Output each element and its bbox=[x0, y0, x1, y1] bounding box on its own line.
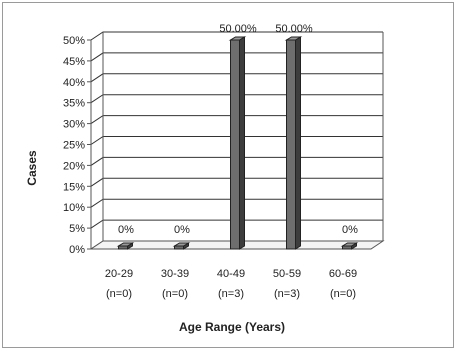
data-label: 0% bbox=[174, 224, 190, 236]
bar-front bbox=[286, 39, 296, 250]
bar-side bbox=[239, 36, 245, 250]
data-label: 0% bbox=[118, 224, 134, 236]
bar-side bbox=[295, 36, 301, 250]
bar-60-69 bbox=[340, 242, 359, 250]
y-tick-label: 45% bbox=[63, 56, 85, 68]
y-tick-label: 50% bbox=[63, 35, 85, 47]
data-label: 0% bbox=[342, 224, 358, 236]
bar-50-59 bbox=[284, 36, 303, 250]
y-tick-label: 30% bbox=[63, 119, 85, 131]
bar-top bbox=[172, 242, 191, 247]
y-tick-label: 40% bbox=[63, 77, 85, 89]
y-tick-label: 15% bbox=[63, 181, 85, 193]
x-category-label: 30-39 bbox=[161, 268, 189, 280]
x-category-count: (n=0) bbox=[162, 288, 188, 300]
data-label: 50.00% bbox=[275, 23, 313, 35]
bar-top bbox=[284, 36, 303, 41]
data-label: 50.00% bbox=[219, 23, 257, 35]
y-tick-label: 5% bbox=[69, 223, 85, 235]
x-category-label: 50-59 bbox=[273, 268, 301, 280]
bar-20-29 bbox=[116, 242, 135, 250]
y-axis-ticks: 0% 5% 10% 15% 20% 25% 30% 35% 40% 45% 50% bbox=[63, 35, 91, 256]
bar-top bbox=[228, 36, 247, 41]
x-axis-title: Age Range (Years) bbox=[179, 320, 285, 334]
y-tick-label: 25% bbox=[63, 140, 85, 152]
x-category-count: (n=3) bbox=[218, 288, 244, 300]
bar-30-39 bbox=[172, 242, 191, 250]
bar-front bbox=[230, 39, 240, 250]
y-tick-label: 0% bbox=[69, 244, 85, 256]
y-tick-label: 20% bbox=[63, 160, 85, 172]
bar-top bbox=[340, 242, 359, 247]
y-tick-label: 10% bbox=[63, 202, 85, 214]
x-category-label: 20-29 bbox=[105, 268, 133, 280]
x-category-count: (n=0) bbox=[106, 288, 132, 300]
chart-frame bbox=[2, 2, 454, 348]
x-axis-categories: 20-29 (n=0) 30-39 (n=0) 40-49 (n=3) 50-59 (n=3)… bbox=[105, 268, 357, 300]
x-category-label: 40-49 bbox=[217, 268, 245, 280]
bar-40-49 bbox=[228, 36, 247, 250]
y-tick-label: 35% bbox=[63, 98, 85, 110]
bars bbox=[116, 36, 359, 250]
x-category-count: (n=0) bbox=[330, 288, 356, 300]
y-axis-title: Cases bbox=[25, 150, 39, 186]
x-category-count: (n=3) bbox=[274, 288, 300, 300]
data-labels: 0% 0% 50.00% 50.00% 0% bbox=[118, 23, 358, 236]
bar-top bbox=[116, 242, 135, 247]
x-category-label: 60-69 bbox=[329, 268, 357, 280]
